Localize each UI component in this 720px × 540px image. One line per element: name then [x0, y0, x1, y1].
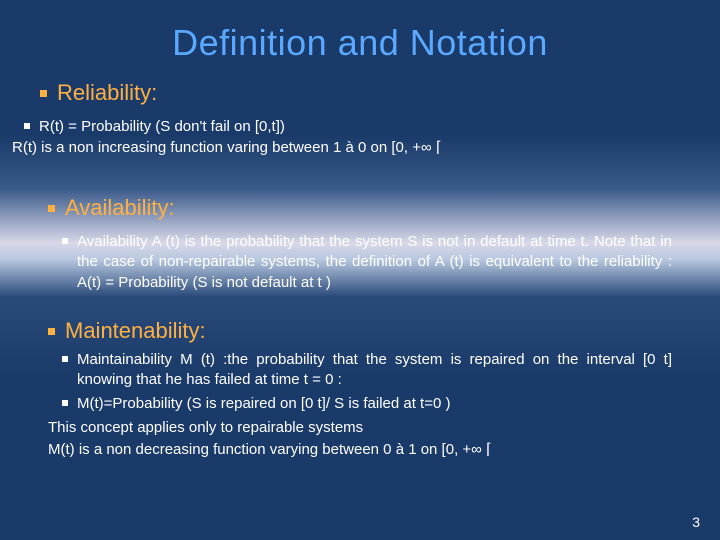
- text: R(t) = Probability (S don't fail on [0,t…: [39, 117, 285, 137]
- text: M(t)=Probability (S is repaired on [0 t]…: [77, 394, 451, 414]
- bullet-icon: [40, 90, 47, 97]
- section-availability: Availability:: [48, 195, 175, 221]
- page-number: 3: [692, 514, 700, 530]
- reliability-line2: R(t) is a non increasing function varing…: [12, 138, 702, 158]
- slide-title: Definition and Notation: [0, 22, 720, 64]
- maintenability-line3: This concept applies only to repairable …: [48, 418, 678, 438]
- section-label: Reliability:: [57, 80, 157, 106]
- bullet-icon: [62, 238, 68, 244]
- bullet-icon: [24, 123, 30, 129]
- text: Maintainability M (t) :the probability t…: [77, 350, 672, 391]
- section-reliability: Reliability:: [40, 80, 157, 106]
- text: Availability A (t) is the probability th…: [77, 232, 672, 293]
- reliability-line1: R(t) = Probability (S don't fail on [0,t…: [24, 117, 684, 137]
- text: This concept applies only to repairable …: [48, 419, 363, 436]
- bullet-icon: [48, 205, 55, 212]
- bullet-icon: [48, 328, 55, 335]
- bullet-icon: [62, 400, 68, 406]
- availability-text: Availability A (t) is the probability th…: [62, 232, 672, 293]
- section-label: Availability:: [65, 195, 175, 221]
- bullet-icon: [62, 356, 68, 362]
- section-label: Maintenability:: [65, 318, 206, 344]
- slide: Definition and Notation Reliability: R(t…: [0, 0, 720, 540]
- maintenability-line1: Maintainability M (t) :the probability t…: [62, 350, 672, 391]
- text: M(t) is a non decreasing function varyin…: [48, 441, 492, 458]
- maintenability-line4: M(t) is a non decreasing function varyin…: [48, 440, 678, 460]
- section-maintenability: Maintenability:: [48, 318, 206, 344]
- maintenability-line2: M(t)=Probability (S is repaired on [0 t]…: [62, 394, 672, 414]
- text: R(t) is a non increasing function varing…: [12, 139, 442, 156]
